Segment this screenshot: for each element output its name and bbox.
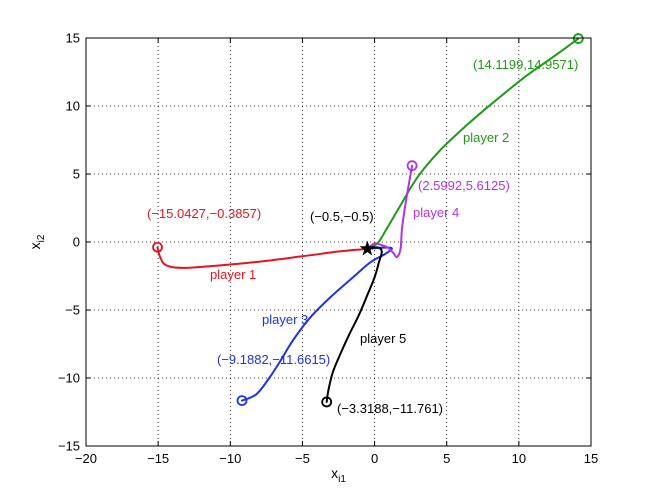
- series-start-marker: [321, 396, 333, 408]
- y-tick-label: 5: [73, 167, 80, 182]
- x-tick-label: 15: [584, 451, 598, 466]
- series-group: [152, 33, 584, 408]
- player5-start-label: (−3.3188,−11.761): [337, 401, 443, 416]
- player2-start-label: (14.1199,14.9571): [473, 57, 578, 72]
- x-tick-label: −5: [295, 451, 310, 466]
- y-axis-label-subscript: i2: [36, 234, 47, 242]
- x-axis-label-subscript: i1: [338, 474, 346, 485]
- x-tick-label: 10: [512, 451, 526, 466]
- y-axis-label-main: x: [27, 242, 43, 249]
- y-tick-label: 15: [66, 31, 80, 46]
- player5-name-label: player 5: [360, 331, 406, 346]
- series-line: [366, 164, 414, 259]
- x-tick-label: −10: [219, 451, 241, 466]
- player4-name-label: player 4: [413, 205, 459, 220]
- y-tick-label: 10: [66, 99, 80, 114]
- player3-start-label: (−9.1882,−11.6615): [217, 352, 330, 367]
- series-start-marker: [152, 241, 163, 253]
- y-tick-label: −10: [58, 371, 80, 386]
- y-tick-label: −15: [58, 439, 80, 454]
- series-line: [156, 246, 369, 269]
- grid-lines: [86, 38, 591, 446]
- series-line: [366, 37, 580, 250]
- y-axis-label: xi2: [27, 234, 47, 249]
- x-axis-label: xi1: [331, 465, 346, 485]
- series-line: [325, 246, 383, 403]
- player4-start-label: (2.5992,5.6125): [418, 178, 510, 193]
- series-start-marker: [406, 160, 418, 172]
- player1-start-label: (−15.0427,−0.3857): [147, 206, 261, 221]
- player1-name-label: player 1: [210, 267, 256, 282]
- x-tick-label: 5: [443, 451, 450, 466]
- x-axis-label-main: x: [331, 465, 338, 481]
- x-tick-label: −20: [75, 451, 97, 466]
- player2-name-label: player 2: [463, 130, 509, 145]
- equilibrium-label: (−0.5,−0.5): [310, 209, 374, 224]
- x-tick-label: 0: [371, 451, 378, 466]
- x-tick-label: −15: [147, 451, 169, 466]
- series-line: [241, 246, 393, 402]
- player3-name-label: player 3: [262, 312, 308, 327]
- annotations-group: (−15.0427,−0.3857) player 1 (14.1199,14.95…: [147, 57, 578, 416]
- equilibrium-star: [359, 240, 376, 256]
- y-tick-label: 0: [73, 235, 80, 250]
- series-start-marker: [572, 33, 584, 44]
- y-tick-label: −5: [65, 303, 80, 318]
- series-start-marker: [236, 395, 248, 406]
